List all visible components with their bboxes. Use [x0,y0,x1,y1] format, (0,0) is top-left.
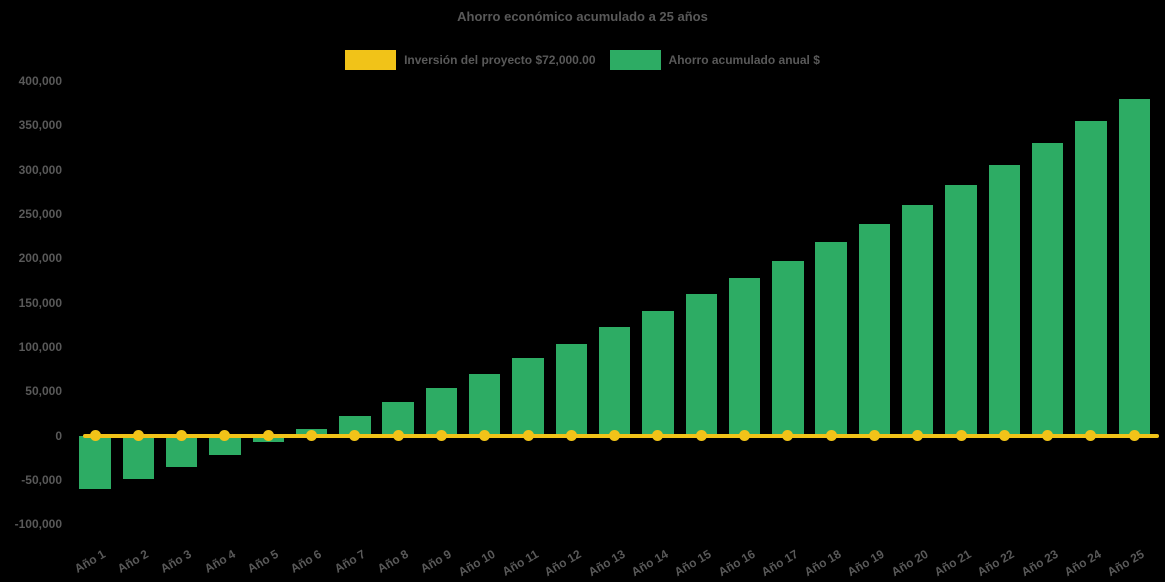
bar-año-15 [685,293,717,436]
legend-item-ahorro: Ahorro acumulado anual $ [609,50,820,70]
bar-año-23 [1031,143,1064,436]
line-marker [176,430,188,441]
x-axis-label: Año 14 [628,546,671,580]
line-marker [782,430,794,441]
bar-año-11 [512,358,544,436]
bar-año-13 [598,327,631,436]
y-axis-tick-label: 300,000 [18,162,62,177]
x-axis-label: Año 15 [672,546,714,580]
line-marker [609,430,621,441]
x-axis-label: Año 2 [114,546,151,576]
x-axis-label: Año 5 [244,546,281,576]
bar-año-24 [1075,120,1107,436]
x-axis-label: Año 23 [1018,546,1061,580]
y-axis-tick-label: 350,000 [18,118,62,133]
bar-año-8 [382,401,414,436]
bar-año-22 [988,165,1021,436]
x-axis-label: Año 7 [331,546,368,576]
y-axis-tick-label: 100,000 [18,339,62,354]
line-marker [868,430,880,441]
bar-año-2 [122,435,155,479]
line-marker [479,430,491,441]
line-marker [262,430,274,441]
y-axis-tick-label: 200,000 [18,251,62,266]
x-axis-label: Año 19 [845,546,887,580]
x-axis-label: Año 10 [455,546,498,580]
line-marker [132,430,144,441]
bar-año-12 [555,344,588,436]
line-marker [306,430,318,441]
bar-año-16 [728,277,761,436]
x-axis-label: Año 12 [542,546,584,580]
x-axis-label: Año 24 [1061,546,1104,580]
line-marker [1085,430,1097,441]
bar-año-20 [902,205,934,436]
legend-swatch-yellow [345,50,397,70]
bar-año-14 [642,311,674,436]
y-axis-tick-label: 150,000 [18,295,62,310]
line-marker [522,430,534,441]
x-axis-label: Año 3 [158,546,195,576]
legend-label-ahorro: Ahorro acumulado anual $ [668,53,820,67]
bar-año-10 [469,374,501,436]
y-axis-tick-label: -100,000 [14,517,62,532]
x-axis-label: Año 25 [1105,546,1147,580]
line-marker [955,430,967,441]
x-axis-label: Año 4 [201,546,238,576]
line-marker [392,430,404,441]
bar-año-7 [339,416,371,436]
bar-año-18 [815,242,847,436]
legend: Inversión del proyecto $72,000.00 Ahorro… [0,50,1165,70]
x-axis-label: Año 13 [585,546,628,580]
line-marker [89,430,101,441]
bar-año-4 [209,435,241,455]
legend-swatch-green [609,50,661,70]
y-axis-tick-label: 250,000 [18,206,62,221]
line-marker [349,430,361,441]
x-axis-label: Año 8 [374,546,411,576]
line-marker [739,430,751,441]
line-marker [652,430,664,441]
legend-label-inversion: Inversión del proyecto $72,000.00 [404,53,596,67]
y-axis-tick-label: 50,000 [25,384,62,399]
y-axis-tick-label: 400,000 [18,74,62,88]
line-marker [1128,430,1140,441]
bar-año-25 [1118,98,1150,436]
bar-año-21 [945,184,977,436]
line-marker [998,430,1010,441]
y-axis-tick-label: 0 [55,428,62,443]
bar-año-19 [858,223,891,436]
legend-item-inversion: Inversión del proyecto $72,000.00 [345,50,596,70]
bar-año-9 [425,387,458,436]
x-axis-label: Año 11 [499,546,541,579]
line-marker [565,430,577,441]
line-marker [825,430,837,441]
line-marker [219,430,231,441]
bar-año-17 [772,260,804,436]
x-axis-label: Año 9 [418,546,454,576]
x-axis-label: Año 21 [931,546,974,580]
line-marker [435,430,447,441]
x-axis-label: Año 18 [802,546,844,580]
investment-line [83,433,1159,438]
x-axis-label: Año 6 [288,546,325,576]
y-axis-tick-label: -50,000 [21,472,62,487]
chart-title: Ahorro económico acumulado a 25 años [457,9,708,24]
line-marker [1042,430,1054,441]
bar-año-1 [79,435,111,489]
x-axis-label: Año 20 [888,546,931,580]
line-marker [695,430,707,441]
x-axis-label: Año 17 [758,546,801,580]
x-axis-label: Año 22 [975,546,1017,580]
x-axis-label: Año 1 [71,546,108,576]
line-marker [912,430,924,441]
x-axis-label: Año 16 [715,546,758,580]
